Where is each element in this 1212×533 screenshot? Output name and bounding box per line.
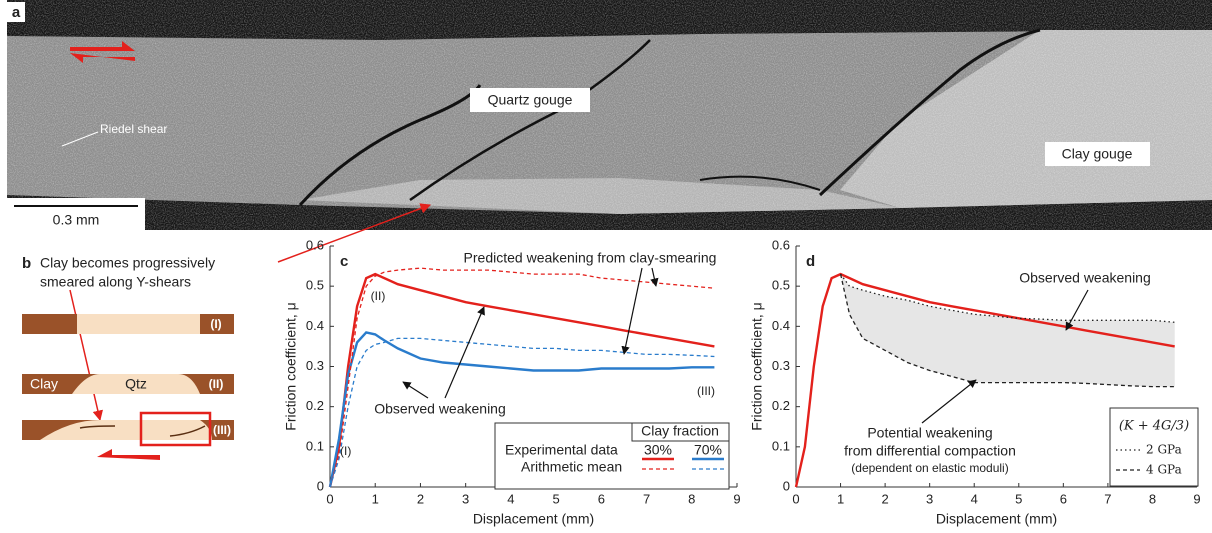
y-tick-label: 0.4 — [306, 318, 324, 333]
x-tick-label: 4 — [971, 491, 978, 506]
panel-label: c — [340, 253, 348, 270]
y-tick-label: 0.5 — [772, 278, 790, 293]
material-label: Qtz — [125, 376, 147, 392]
data-line — [328, 272, 715, 488]
x-tick-label: 0 — [792, 491, 799, 506]
panel-label: b — [22, 255, 31, 272]
legend-column: 30% — [644, 442, 672, 458]
legend-title: Clay fraction — [641, 423, 719, 439]
panel-label: a — [12, 4, 21, 21]
scale-bar-label: 0.3 mm — [53, 212, 100, 228]
x-tick-label: 3 — [462, 491, 469, 506]
legend-title-box — [631, 422, 730, 442]
annotation: (III) — [697, 384, 715, 398]
x-axis-label: Displacement (mm) — [473, 511, 594, 527]
region-label: Clay gouge — [1062, 146, 1133, 162]
y-tick-label: 0.6 — [772, 237, 790, 252]
x-tick-label: 6 — [1060, 491, 1067, 506]
x-tick-label: 2 — [417, 491, 424, 506]
legend-title: (K + 4G/3) — [1119, 419, 1189, 434]
y-tick-label: 0.6 — [306, 237, 324, 252]
legend-label: Arithmetic mean — [521, 459, 622, 475]
y-tick-label: 0 — [783, 478, 790, 493]
data-line — [329, 267, 715, 488]
x-tick-label: 0 — [326, 491, 333, 506]
stage-label: (I) — [210, 317, 221, 331]
y-tick-label: 0.3 — [772, 358, 790, 373]
data-line — [839, 273, 1175, 388]
data-line — [329, 337, 715, 488]
y-tick-label: 0.1 — [772, 438, 790, 453]
schematic: b Clay becomes progressively smeared alo… — [22, 203, 431, 460]
y-tick-label: 0.1 — [306, 438, 324, 453]
x-axis-label: Displacement (mm) — [936, 511, 1057, 527]
y-tick-label: 0.5 — [306, 278, 324, 293]
y-tick-label: 0 — [317, 478, 324, 493]
x-tick-label: 7 — [643, 491, 650, 506]
x-tick-label: 8 — [688, 491, 695, 506]
annotation-arrow — [650, 267, 659, 287]
y-axis-label: Friction coefficient, μ — [749, 302, 765, 430]
annotation-arrow — [402, 381, 429, 399]
annotation: Predicted weakening from clay-smearing — [464, 250, 717, 266]
annotation-arrow — [921, 379, 977, 424]
y-tick-label: 0.2 — [306, 398, 324, 413]
x-tick-label: 7 — [1104, 491, 1111, 506]
data-line — [794, 272, 1175, 488]
annotation-arrow — [1065, 289, 1089, 331]
annotation: (I) — [340, 444, 351, 458]
y-tick-label: 0.4 — [772, 318, 790, 333]
data-line — [328, 331, 715, 488]
x-tick-label: 1 — [837, 491, 844, 506]
x-tick-label: 4 — [507, 491, 514, 506]
legend-column: 70% — [694, 442, 722, 458]
x-tick-label: 5 — [552, 491, 559, 506]
chart: 0 1 2 3 4 5 6 7 8 9 0 0.1 0.2 0.3 0.4 0.5 0.6 Displacemen… — [283, 237, 741, 526]
caption: Clay becomes progressively — [40, 255, 215, 271]
stage-label: (III) — [213, 423, 231, 437]
x-tick-label: 1 — [372, 491, 379, 506]
legend-label: 2 GPa — [1146, 443, 1182, 457]
x-tick-label: 3 — [926, 491, 933, 506]
x-tick-label: 8 — [1149, 491, 1156, 506]
panel-label: d — [806, 253, 815, 270]
annotation: Observed weakening — [1019, 270, 1151, 286]
caption: smeared along Y-shears — [40, 274, 191, 290]
annotation: (dependent on elastic moduli) — [851, 461, 1008, 475]
x-tick-label: 5 — [1015, 491, 1022, 506]
data-line — [840, 273, 1175, 323]
annotation: Observed weakening — [374, 401, 506, 417]
y-tick-label: 0.2 — [772, 398, 790, 413]
annotation-arrow — [444, 306, 485, 399]
stage-label: (II) — [209, 377, 224, 391]
feature-label: Riedel shear — [100, 122, 167, 136]
chart: 0 1 2 3 4 5 6 7 8 9 0 0.1 0.2 0.3 0.4 0.5 0.6 Displacemen… — [749, 237, 1201, 526]
x-tick-label: 2 — [881, 491, 888, 506]
legend-box — [1109, 407, 1199, 487]
y-tick-label: 0.3 — [306, 358, 324, 373]
annotation: Potential weakening — [867, 425, 992, 441]
micrograph: a Quartz gouge Clay gouge Riedel shear 0… — [7, 0, 1212, 232]
y-axis-label: Friction coefficient, μ — [283, 302, 299, 430]
annotation: (II) — [371, 289, 386, 303]
x-tick-label: 9 — [1193, 491, 1200, 506]
legend-label: Experimental data — [505, 442, 618, 458]
x-tick-label: 9 — [733, 491, 740, 506]
material-label: Clay — [30, 376, 58, 392]
weakening-band — [840, 274, 1175, 387]
region-label: Quartz gouge — [488, 92, 573, 108]
legend-label: 4 GPa — [1146, 463, 1182, 477]
annotation: from differential compaction — [844, 443, 1016, 459]
annotation-arrow — [621, 267, 643, 355]
x-tick-label: 6 — [598, 491, 605, 506]
